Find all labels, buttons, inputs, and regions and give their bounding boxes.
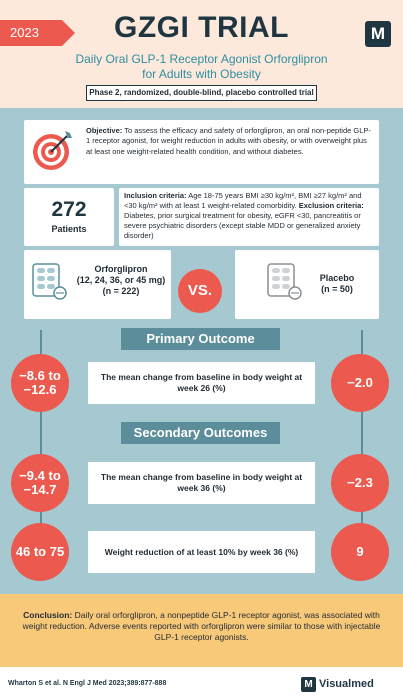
objective-description: To assess the efficacy and safety of orf… (86, 126, 371, 156)
header: 2023 GZGI TRIAL M Daily Oral GLP-1 Recep… (0, 0, 403, 108)
subtitle: Daily Oral GLP-1 Receptor Agonist Orforg… (0, 52, 403, 82)
placebo-name: Placebo (319, 273, 355, 283)
patients-label: Patients (51, 224, 87, 234)
primary-placebo-value: −2.0 (331, 354, 389, 412)
placebo-connector-line (361, 330, 363, 568)
target-icon (33, 131, 72, 170)
secondary2-treatment-value: 46 to 75 (11, 523, 69, 581)
visualmed-logo-icon: M (365, 21, 391, 47)
subtitle-line-2: for Adults with Obesity (142, 67, 261, 81)
placebo-arm-card: Placebo (n = 50) (235, 250, 379, 319)
conclusion-label: Conclusion: (23, 610, 73, 620)
treatment-name: Orforglipron (94, 264, 148, 274)
objective-card: Objective: To assess the efficacy and sa… (24, 120, 379, 184)
page-title: GZGI TRIAL (114, 11, 289, 44)
criteria-card: Inclusion criteria: Age 18-75 years BMI … (119, 188, 379, 246)
patients-count: 272 (51, 198, 87, 221)
patients-card: 272 Patients (24, 188, 114, 246)
primary-outcome-heading: Primary Outcome (121, 328, 280, 350)
inclusion-text: Age 18-75 years BMI ≥30 kg/m², BMI ≥27 k… (124, 191, 362, 210)
study-design-label: Phase 2, randomized, double-blind, place… (86, 85, 317, 101)
primary-treatment-value: −8.6 to −12.6 (11, 354, 69, 412)
pill-blister-icon (267, 263, 302, 300)
treatment-n: (n = 222) (102, 286, 140, 296)
treatment-arm-label: Orforglipron (12, 24, 36, or 45 mg) (n =… (74, 264, 168, 297)
conclusion-text: Daily oral orforglipron, a nonpeptide GL… (22, 610, 381, 643)
treatment-dose: (12, 24, 36, or 45 mg) (76, 275, 166, 285)
pill-blister-icon (32, 263, 67, 300)
brand-name: Visualmed (319, 678, 374, 690)
treatment-connector-line (40, 330, 42, 568)
subtitle-line-1: Daily Oral GLP-1 Receptor Agonist Orforg… (75, 52, 328, 66)
secondary-outcomes-heading: Secondary Outcomes (121, 422, 280, 444)
main-panel: Objective: To assess the efficacy and sa… (0, 108, 403, 594)
secondary1-treatment-value: −9.4 to −14.7 (11, 454, 69, 512)
citation: Wharton S et al. N Engl J Med 2023;389:8… (8, 680, 167, 687)
exclusion-text: Diabetes, prior surgical treatment for o… (124, 211, 361, 240)
placebo-n: (n = 50) (321, 284, 353, 294)
inclusion-label: Inclusion criteria: (124, 191, 187, 200)
vs-badge: VS. (178, 269, 222, 313)
year-badge: 2023 (0, 20, 75, 46)
placebo-arm-label: Placebo (n = 50) (307, 273, 367, 295)
footer: Wharton S et al. N Engl J Med 2023;389:8… (0, 667, 403, 700)
objective-label: Objective: (86, 126, 123, 135)
objective-text: Objective: To assess the efficacy and sa… (86, 126, 373, 157)
secondary2-outcome-label: Weight reduction of at least 10% by week… (88, 531, 315, 573)
treatment-arm-card: Orforglipron (12, 24, 36, or 45 mg) (n =… (24, 250, 171, 319)
exclusion-label: Exclusion criteria: (296, 201, 364, 210)
brand-mark-icon: M (301, 676, 316, 692)
secondary1-outcome-label: The mean change from baseline in body we… (88, 462, 315, 504)
primary-outcome-label: The mean change from baseline in body we… (88, 362, 315, 404)
conclusion-panel: Conclusion: Daily oral orforglipron, a n… (0, 594, 403, 667)
secondary2-placebo-value: 9 (331, 523, 389, 581)
secondary1-placebo-value: −2.3 (331, 454, 389, 512)
brand-logo: M Visualmed (301, 676, 374, 692)
